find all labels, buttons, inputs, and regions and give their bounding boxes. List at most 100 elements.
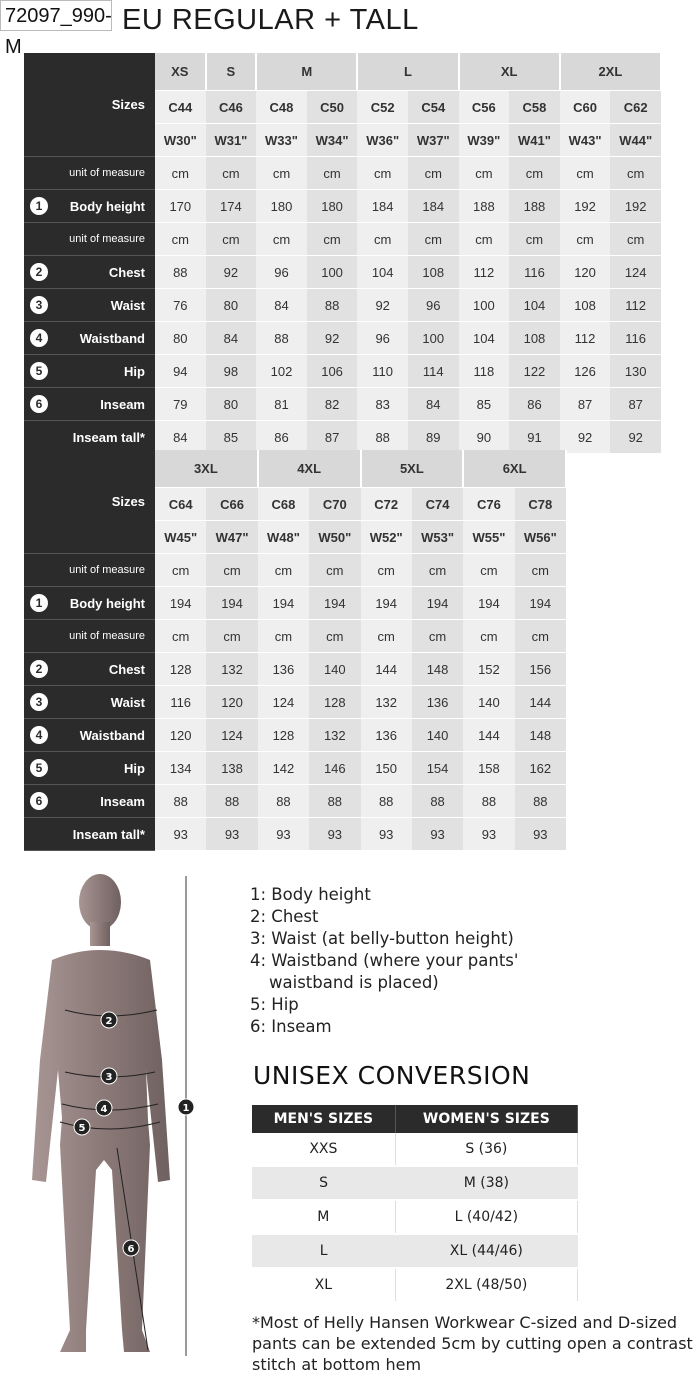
size-code: C74 bbox=[425, 496, 450, 512]
table-cell: 76 bbox=[155, 288, 206, 322]
cell-value: 93 bbox=[224, 826, 240, 842]
table-cell: 112 bbox=[559, 321, 611, 355]
table-row: 2 Chest 128 132 136 140 144 148 152 156 bbox=[24, 652, 566, 686]
size-code: C54 bbox=[407, 90, 459, 124]
table-row: Inseam tall* 84 85 86 87 88 89 90 91 92 92 bbox=[24, 420, 661, 454]
cell-value: 87 bbox=[324, 429, 340, 445]
cell-value: 130 bbox=[624, 363, 647, 379]
cell-value: cm bbox=[627, 165, 645, 181]
table-cell: cm bbox=[360, 553, 412, 587]
table-cell: cm bbox=[306, 156, 358, 190]
table-row: S M (38) bbox=[252, 1166, 578, 1201]
cell-value: 128 bbox=[169, 661, 192, 677]
table-cell: cm bbox=[514, 619, 566, 653]
table-row: unit of measure cm cm cm cm cm cm cm cm bbox=[24, 619, 566, 653]
cell-value: 120 bbox=[574, 264, 596, 280]
table-cell: cm bbox=[309, 619, 361, 653]
table-cell: 88 bbox=[360, 784, 412, 818]
cell-value: cm bbox=[272, 165, 291, 181]
size-code: W50" bbox=[309, 520, 361, 554]
column-header: WOMEN'S SIZES bbox=[395, 1105, 579, 1133]
size-group-header: L bbox=[403, 64, 412, 79]
marker-label: 1 bbox=[183, 1103, 190, 1114]
cell-value: 93 bbox=[276, 826, 291, 842]
table-cell: 89 bbox=[407, 420, 459, 454]
table-cell: 87 bbox=[559, 387, 611, 421]
size-code: W34" bbox=[315, 132, 349, 148]
table-cell: 88 bbox=[357, 420, 408, 454]
w-sizes-row: W45" W47" W48" W50" W52" W53" W55" W56" bbox=[24, 520, 566, 554]
size-code: C50 bbox=[320, 99, 344, 115]
table-cell: cm bbox=[206, 619, 258, 653]
cell-value: cm bbox=[428, 562, 447, 578]
size-code: C68 bbox=[257, 487, 310, 521]
table-row: 2 Chest 88 92 96 100 104 108 112 116 120 124 bbox=[24, 255, 661, 289]
size-code: W44" bbox=[610, 123, 661, 157]
legend-item: 4: Waistband (where your pants' bbox=[250, 951, 519, 970]
table-cell: 96 bbox=[407, 288, 459, 322]
size-table-1: Sizes XS S M L XL 2XL C44 C46 C48 C50 C52 C54 C56 C58 C… bbox=[24, 53, 663, 454]
size-code: C56 bbox=[458, 90, 510, 124]
table-cell: 134 bbox=[155, 751, 207, 785]
marker-2-icon bbox=[100, 1011, 118, 1029]
cell-value: 180 bbox=[270, 198, 293, 214]
table-cell: 79 bbox=[155, 387, 206, 421]
table-cell: 170 bbox=[155, 189, 206, 223]
cell-value: 92 bbox=[577, 429, 593, 445]
cell-value: 132 bbox=[323, 727, 346, 743]
size-code: C64 bbox=[168, 496, 193, 512]
cell-value: 104 bbox=[371, 264, 394, 280]
size-code: W56" bbox=[523, 529, 557, 545]
table-cell: 156 bbox=[514, 652, 566, 686]
size-code: W39" bbox=[458, 123, 510, 157]
size-code: C48 bbox=[256, 90, 307, 124]
table-cell: 93 bbox=[514, 817, 566, 851]
cell-value: 194 bbox=[323, 595, 346, 611]
size-group-header: 2XL bbox=[559, 53, 663, 91]
table-row: unit of measure cm cm cm cm cm cm cm cm bbox=[24, 553, 566, 587]
measurement-number-icon: 1 bbox=[30, 594, 48, 612]
measurement-number-icon: 3 bbox=[30, 296, 48, 314]
size-group-row: Sizes 3XL 4XL 5XL 6XL bbox=[24, 450, 567, 554]
row-label: 1 Body height bbox=[24, 586, 155, 620]
cell-value: 194 bbox=[272, 595, 295, 611]
table-cell: cm bbox=[559, 222, 611, 256]
cell-value: 194 bbox=[529, 595, 552, 611]
cell-value: cm bbox=[475, 231, 493, 247]
cell-value: 112 bbox=[473, 264, 495, 280]
table-cell: 120 bbox=[155, 718, 207, 752]
cell-value: 93 bbox=[430, 826, 445, 842]
cell-value: 148 bbox=[529, 727, 552, 743]
legend-item: 2: Chest bbox=[250, 907, 319, 926]
cell-value: XL (44/46) bbox=[449, 1243, 523, 1259]
table-cell: 88 bbox=[411, 784, 464, 818]
legend-item: waistband is placed) bbox=[269, 973, 439, 992]
cell-value: 94 bbox=[173, 363, 188, 379]
cell-value: 188 bbox=[473, 198, 495, 214]
table-cell: cm bbox=[206, 553, 258, 587]
cell-value: L bbox=[319, 1243, 328, 1259]
table-cell: 84 bbox=[256, 288, 307, 322]
row-label: 3 Waist bbox=[24, 288, 155, 322]
table-cell: 91 bbox=[509, 420, 560, 454]
cell-value: cm bbox=[172, 628, 190, 644]
cell-value: 120 bbox=[221, 694, 243, 710]
size-group-header: 3XL bbox=[155, 450, 259, 488]
cell-value: 98 bbox=[223, 363, 239, 379]
cell-value: cm bbox=[326, 562, 344, 578]
size-code: C58 bbox=[509, 90, 560, 124]
cell-value: 116 bbox=[170, 694, 192, 710]
size-code: C54 bbox=[421, 99, 446, 115]
size-code: C68 bbox=[271, 496, 296, 512]
table-cell: cm bbox=[357, 156, 408, 190]
size-group-header: 2XL bbox=[598, 64, 623, 79]
table-cell: 118 bbox=[458, 354, 510, 388]
size-code: C72 bbox=[360, 487, 412, 521]
cell-value: cm bbox=[374, 165, 392, 181]
table-cell: 120 bbox=[559, 255, 611, 289]
cell-value: 194 bbox=[169, 595, 192, 611]
cell-value: cm bbox=[428, 628, 447, 644]
cell-value: 92 bbox=[223, 264, 239, 280]
size-code: W44" bbox=[619, 132, 653, 148]
table-cell: 93 bbox=[309, 817, 361, 851]
